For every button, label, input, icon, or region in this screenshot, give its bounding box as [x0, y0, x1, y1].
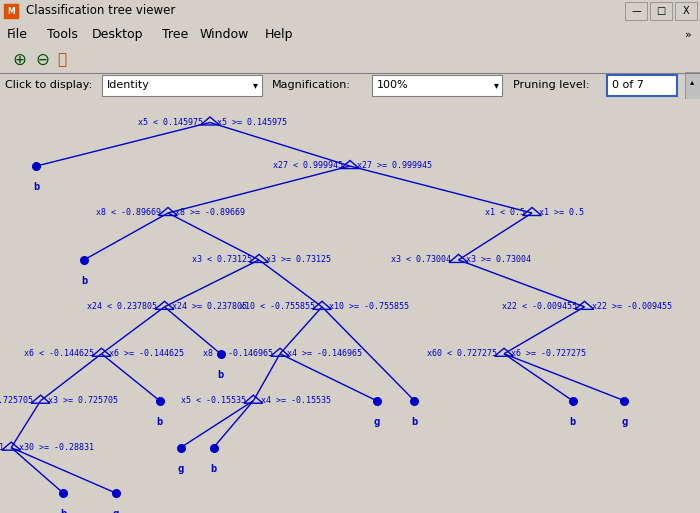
Text: 0 of 7: 0 of 7 — [612, 81, 644, 90]
Text: x4 >= -0.146965: x4 >= -0.146965 — [288, 349, 363, 358]
Text: b: b — [570, 417, 575, 427]
Text: x8 >= -0.89669: x8 >= -0.89669 — [175, 208, 245, 217]
Text: g: g — [178, 464, 183, 473]
Text: g: g — [374, 417, 379, 427]
Text: b: b — [412, 417, 417, 427]
Text: x24 >= 0.237805: x24 >= 0.237805 — [172, 302, 247, 311]
Text: ▾: ▾ — [494, 81, 499, 90]
Bar — [372, 75, 502, 96]
Text: x10 >= -0.755855: x10 >= -0.755855 — [330, 302, 410, 311]
Text: x5 < 0.145975: x5 < 0.145975 — [138, 117, 203, 127]
Bar — [607, 75, 677, 96]
Text: □: □ — [657, 6, 666, 16]
Text: ✋: ✋ — [57, 52, 66, 67]
Text: Desktop: Desktop — [92, 28, 144, 41]
Text: Classification tree viewer: Classification tree viewer — [26, 5, 176, 17]
Text: x8 < -0.89669: x8 < -0.89669 — [96, 208, 160, 217]
Text: Pruning level:: Pruning level: — [513, 81, 589, 90]
Text: x10 < -0.755855: x10 < -0.755855 — [239, 302, 315, 311]
Text: x60 < 0.727275: x60 < 0.727275 — [427, 349, 497, 358]
Text: b: b — [81, 276, 87, 286]
Text: Help: Help — [265, 28, 293, 41]
Text: x3 >= 0.725705: x3 >= 0.725705 — [48, 396, 118, 405]
Text: x5 < -0.15535: x5 < -0.15535 — [181, 396, 246, 405]
Text: b: b — [60, 509, 66, 513]
Text: b: b — [211, 464, 216, 473]
Bar — [650, 2, 672, 20]
Text: x30 >= -0.28831: x30 >= -0.28831 — [19, 443, 94, 452]
Text: Tree: Tree — [162, 28, 188, 41]
Text: x27 >= 0.999945: x27 >= 0.999945 — [357, 161, 433, 170]
Bar — [625, 2, 647, 20]
Bar — [685, 72, 700, 99]
Text: ▴: ▴ — [690, 77, 694, 86]
Text: 100%: 100% — [377, 81, 409, 90]
Text: x22 < -0.009455: x22 < -0.009455 — [502, 302, 577, 311]
Text: x24 < 0.237805: x24 < 0.237805 — [87, 302, 157, 311]
Bar — [675, 2, 697, 20]
Text: Click to display:: Click to display: — [5, 81, 92, 90]
Text: x3 >= 0.73125: x3 >= 0.73125 — [266, 255, 331, 264]
Text: x6 < -0.144625: x6 < -0.144625 — [24, 349, 94, 358]
Text: x3 < 0.73125: x3 < 0.73125 — [192, 255, 252, 264]
Text: b: b — [218, 370, 223, 380]
Text: x22 >= -0.009455: x22 >= -0.009455 — [592, 302, 672, 311]
Text: x3 < 0.725705: x3 < 0.725705 — [0, 396, 34, 405]
Bar — [102, 75, 262, 96]
Text: X: X — [682, 6, 690, 16]
Text: x1 >= 0.5: x1 >= 0.5 — [540, 208, 584, 217]
Text: Tools: Tools — [47, 28, 78, 41]
Text: x27 < 0.999945: x27 < 0.999945 — [272, 161, 343, 170]
Text: File: File — [7, 28, 28, 41]
Text: ▾: ▾ — [253, 81, 258, 90]
Text: x5 >= 0.145975: x5 >= 0.145975 — [217, 117, 288, 127]
Text: x6 >= -0.727275: x6 >= -0.727275 — [511, 349, 587, 358]
Bar — [4, 4, 18, 18]
Text: ⊕: ⊕ — [12, 50, 26, 69]
Text: x6 >= -0.144625: x6 >= -0.144625 — [109, 349, 184, 358]
Text: Window: Window — [200, 28, 249, 41]
Text: x3 >= 0.73004: x3 >= 0.73004 — [466, 255, 531, 264]
Text: x4 >= -0.15535: x4 >= -0.15535 — [260, 396, 330, 405]
Text: b: b — [157, 417, 162, 427]
Text: b: b — [34, 182, 39, 192]
Text: M: M — [7, 7, 15, 15]
Text: Magnification:: Magnification: — [272, 81, 351, 90]
Text: —: — — [631, 6, 641, 16]
Text: x1 < 0.5: x1 < 0.5 — [484, 208, 525, 217]
Text: x30 < -0.28831: x30 < -0.28831 — [0, 443, 4, 452]
Text: x3 < 0.73004: x3 < 0.73004 — [391, 255, 452, 264]
Text: Identity: Identity — [107, 81, 150, 90]
Text: »: » — [685, 30, 692, 40]
Text: g: g — [113, 509, 118, 513]
Text: g: g — [622, 417, 627, 427]
Text: ⊖: ⊖ — [35, 50, 49, 69]
Text: x8 < -0.146965: x8 < -0.146965 — [203, 349, 273, 358]
